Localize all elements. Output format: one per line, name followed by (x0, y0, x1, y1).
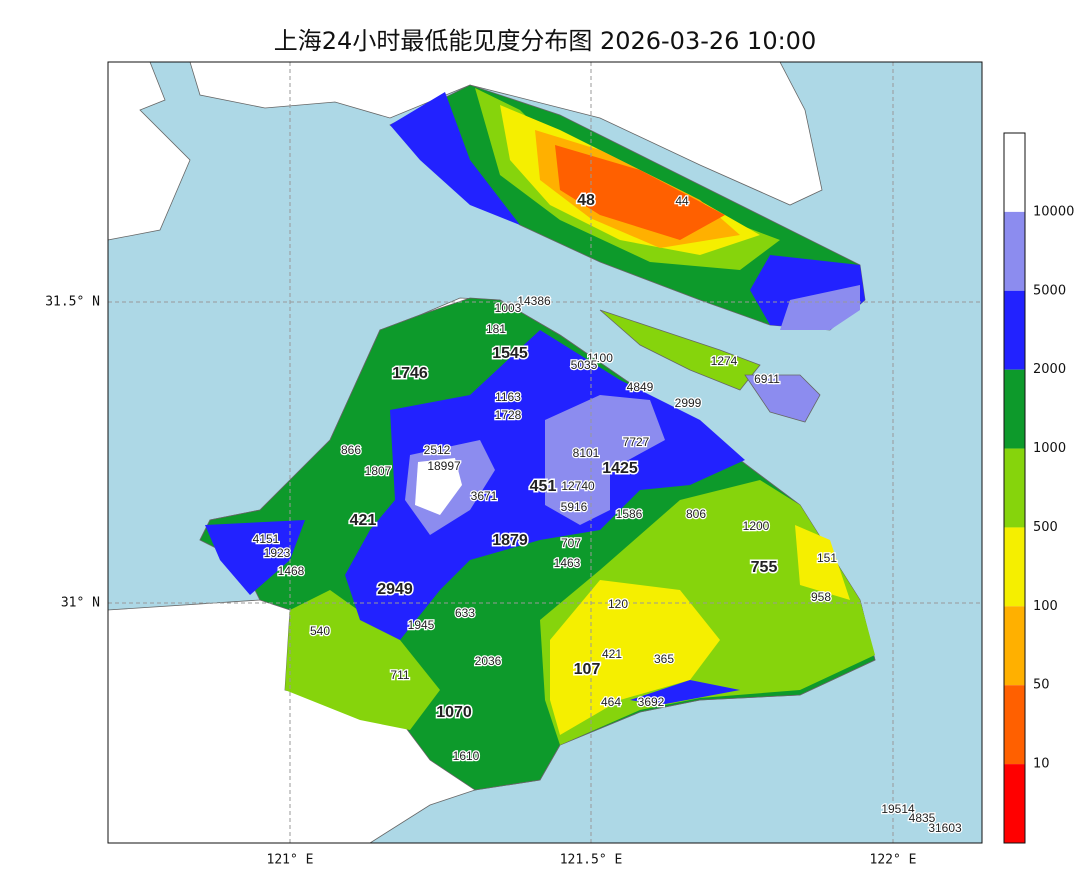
station-label: 6911 (754, 372, 780, 386)
colorbar-border (1003, 132, 1026, 844)
station-label: 4835 (909, 811, 936, 825)
station-label: 1463 (554, 556, 581, 570)
station-label: 5035 (571, 358, 598, 372)
lon-label: 121° E (267, 853, 314, 868)
major-label: 2949 (377, 581, 413, 598)
station-label: 711 (390, 668, 409, 682)
station-label: 1586 (616, 507, 643, 521)
station-label: 3671 (471, 489, 498, 503)
station-label: 1468 (278, 564, 305, 578)
station-label: 365 (654, 652, 674, 666)
station-label: 5916 (561, 500, 588, 514)
station-label: 181 (486, 322, 506, 336)
zone-2000 (205, 520, 305, 595)
lon-label: 121.5° E (560, 853, 623, 868)
major-label: 451 (530, 478, 557, 495)
station-label: 31603 (928, 821, 962, 835)
station-label: 1923 (264, 546, 291, 560)
station-label: 540 (310, 624, 330, 638)
major-label: 1879 (492, 532, 528, 549)
colorbar: 10000 5000 2000 1000 500 100 50 10 (1003, 132, 1074, 844)
station-label: 1100 (587, 351, 613, 365)
title: 上海24小时最低能见度分布图 2026-03-26 10:00 (274, 27, 816, 55)
major-label: 421 (350, 512, 377, 529)
zone-5000 (780, 285, 860, 330)
colorbar-segment (1004, 764, 1025, 843)
zone-10 (555, 145, 725, 240)
colorbar-label: 2000 (1033, 362, 1066, 377)
station-label: 1163 (495, 390, 521, 404)
station-label: 464 (601, 695, 621, 709)
zone-5000 (545, 395, 665, 525)
station-label: 421 (602, 647, 622, 661)
colorbar-label: 50 (1033, 678, 1050, 693)
colorbar-segment (1004, 211, 1025, 291)
station-label: 151 (817, 551, 837, 565)
zone-100 (795, 525, 850, 600)
station-label: 1945 (408, 618, 435, 632)
colorbar-segment (1004, 685, 1025, 765)
zone-500 (285, 590, 440, 730)
major-label: 1545 (492, 345, 528, 362)
colorbar-label: 100 (1033, 599, 1058, 614)
station-label: 3692 (638, 695, 665, 709)
station-label: 120 (608, 597, 628, 611)
major-label: 48 (577, 192, 595, 209)
colorbar-label: 500 (1033, 520, 1058, 535)
station-label: 1728 (495, 408, 522, 422)
colorbar-segment (1004, 290, 1025, 370)
lat-label: 31.5° N (45, 295, 100, 310)
map-border (107, 61, 983, 844)
major-label: 1746 (392, 365, 428, 382)
station-label: 1274 (711, 354, 738, 368)
colorbar-label: 10000 (1033, 204, 1074, 219)
major-label: 1070 (436, 704, 472, 721)
station-label: 7727 (623, 435, 650, 449)
station-label: 806 (686, 507, 706, 521)
major-label: 755 (751, 559, 778, 576)
station-label: 44 (675, 194, 689, 208)
colorbar-segment (1004, 133, 1025, 212)
zone-100 (550, 580, 720, 735)
colorbar-segment (1004, 527, 1025, 607)
colorbar-segment (1004, 369, 1025, 449)
station-label: 18997 (427, 459, 461, 473)
station-label: 2999 (675, 396, 702, 410)
station-label: 8101 (573, 446, 600, 460)
zone-10000 (415, 458, 462, 515)
station-label: 866 (341, 443, 361, 457)
station-label: 12740 (561, 479, 595, 493)
station-label: 2512 (424, 443, 451, 457)
station-label: 4151 (253, 532, 280, 546)
station-label: 633 (455, 606, 475, 620)
station-label: 19514 (881, 802, 915, 816)
zone-2000 (630, 680, 740, 705)
station-label: 4849 (627, 380, 654, 394)
colorbar-segment (1004, 448, 1025, 528)
colorbar-label: 5000 (1033, 283, 1066, 298)
station-label: 1610 (453, 749, 480, 763)
colorbar-label: 10 (1033, 757, 1050, 772)
station-label: 958 (811, 590, 831, 604)
lat-label: 31° N (61, 596, 100, 611)
station-label: 1200 (743, 519, 770, 533)
station-label: 14386 (517, 294, 551, 308)
hengsha-island (744, 374, 821, 423)
lon-label: 122° E (870, 853, 917, 868)
major-label: 107 (574, 661, 601, 678)
major-label: 1425 (602, 460, 638, 477)
major-labels: 48 1746 1545 421 451 1425 1879 2949 755 … (348, 191, 779, 723)
map-frame (107, 61, 983, 844)
station-label: 1807 (365, 464, 392, 478)
station-label: 1003 (495, 301, 522, 315)
colorbar-label: 1000 (1033, 441, 1066, 456)
colorbar-segment (1004, 606, 1025, 686)
station-label: 2036 (475, 654, 502, 668)
zone-2000 (390, 92, 520, 225)
station-label: 707 (561, 536, 581, 550)
